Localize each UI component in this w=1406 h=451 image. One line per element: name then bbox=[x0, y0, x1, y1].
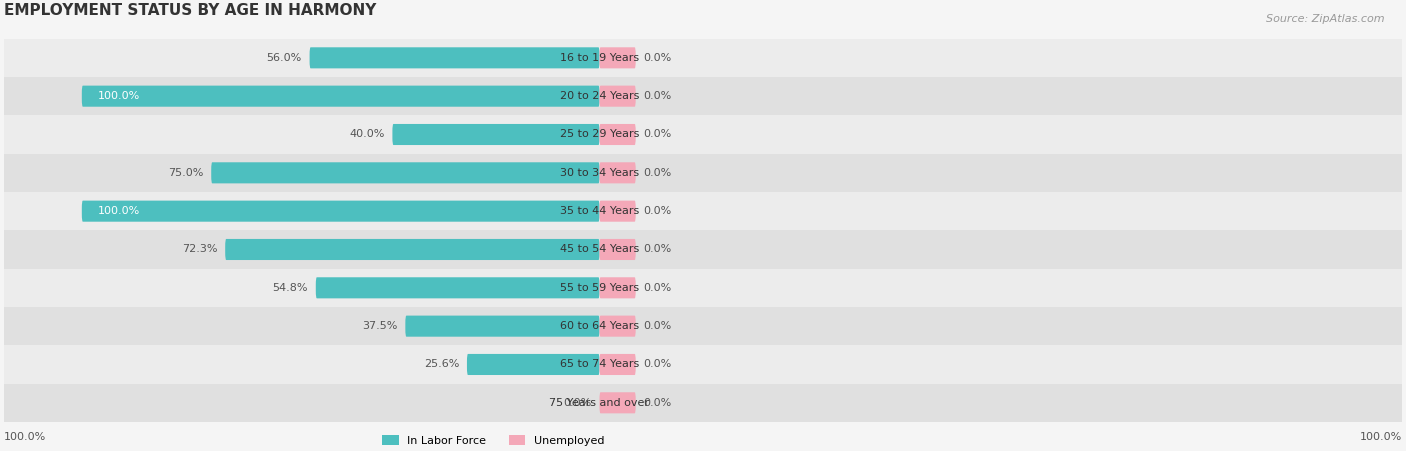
Text: 25 to 29 Years: 25 to 29 Years bbox=[560, 129, 640, 139]
FancyBboxPatch shape bbox=[309, 47, 599, 69]
Bar bbox=[4, 230, 1402, 269]
Text: 72.3%: 72.3% bbox=[181, 244, 218, 254]
FancyBboxPatch shape bbox=[599, 162, 636, 184]
Text: 0.0%: 0.0% bbox=[644, 91, 672, 101]
Bar bbox=[4, 269, 1402, 307]
Text: 37.5%: 37.5% bbox=[363, 321, 398, 331]
Text: 0.0%: 0.0% bbox=[644, 398, 672, 408]
FancyBboxPatch shape bbox=[599, 277, 636, 299]
FancyBboxPatch shape bbox=[225, 239, 599, 260]
FancyBboxPatch shape bbox=[599, 354, 636, 375]
Text: 40.0%: 40.0% bbox=[349, 129, 385, 139]
Text: 0.0%: 0.0% bbox=[644, 283, 672, 293]
FancyBboxPatch shape bbox=[599, 201, 636, 222]
Text: 100.0%: 100.0% bbox=[97, 206, 139, 216]
Bar bbox=[4, 345, 1402, 384]
FancyBboxPatch shape bbox=[82, 201, 599, 222]
Bar bbox=[4, 192, 1402, 230]
FancyBboxPatch shape bbox=[405, 316, 599, 337]
Bar bbox=[4, 77, 1402, 115]
FancyBboxPatch shape bbox=[599, 239, 636, 260]
Text: 20 to 24 Years: 20 to 24 Years bbox=[560, 91, 640, 101]
Text: 65 to 74 Years: 65 to 74 Years bbox=[560, 359, 640, 369]
Text: 75 Years and over: 75 Years and over bbox=[550, 398, 650, 408]
Bar bbox=[4, 307, 1402, 345]
Text: 25.6%: 25.6% bbox=[423, 359, 460, 369]
Text: 100.0%: 100.0% bbox=[97, 91, 139, 101]
Bar bbox=[4, 384, 1402, 422]
Text: 0.0%: 0.0% bbox=[644, 168, 672, 178]
FancyBboxPatch shape bbox=[599, 316, 636, 337]
Text: 0.0%: 0.0% bbox=[644, 53, 672, 63]
FancyBboxPatch shape bbox=[599, 392, 636, 414]
Bar bbox=[4, 154, 1402, 192]
Text: 100.0%: 100.0% bbox=[4, 432, 46, 442]
Text: 30 to 34 Years: 30 to 34 Years bbox=[560, 168, 640, 178]
Text: EMPLOYMENT STATUS BY AGE IN HARMONY: EMPLOYMENT STATUS BY AGE IN HARMONY bbox=[4, 3, 377, 18]
FancyBboxPatch shape bbox=[82, 86, 599, 107]
Text: 55 to 59 Years: 55 to 59 Years bbox=[560, 283, 640, 293]
Text: 0.0%: 0.0% bbox=[644, 129, 672, 139]
FancyBboxPatch shape bbox=[599, 124, 636, 145]
FancyBboxPatch shape bbox=[599, 47, 636, 69]
Text: 56.0%: 56.0% bbox=[267, 53, 302, 63]
Text: 0.0%: 0.0% bbox=[644, 321, 672, 331]
Text: 35 to 44 Years: 35 to 44 Years bbox=[560, 206, 640, 216]
Text: 100.0%: 100.0% bbox=[1360, 432, 1402, 442]
Text: 16 to 19 Years: 16 to 19 Years bbox=[560, 53, 640, 63]
Text: 0.0%: 0.0% bbox=[644, 359, 672, 369]
FancyBboxPatch shape bbox=[392, 124, 599, 145]
Text: 0.0%: 0.0% bbox=[564, 398, 592, 408]
Bar bbox=[4, 115, 1402, 154]
Bar bbox=[4, 39, 1402, 77]
Text: Source: ZipAtlas.com: Source: ZipAtlas.com bbox=[1267, 14, 1385, 23]
FancyBboxPatch shape bbox=[316, 277, 599, 299]
Text: 60 to 64 Years: 60 to 64 Years bbox=[560, 321, 640, 331]
Text: 0.0%: 0.0% bbox=[644, 206, 672, 216]
Legend: In Labor Force, Unemployed: In Labor Force, Unemployed bbox=[377, 430, 609, 450]
Text: 45 to 54 Years: 45 to 54 Years bbox=[560, 244, 640, 254]
Text: 75.0%: 75.0% bbox=[169, 168, 204, 178]
FancyBboxPatch shape bbox=[211, 162, 599, 184]
Text: 54.8%: 54.8% bbox=[273, 283, 308, 293]
FancyBboxPatch shape bbox=[599, 86, 636, 107]
Text: 0.0%: 0.0% bbox=[644, 244, 672, 254]
FancyBboxPatch shape bbox=[467, 354, 599, 375]
